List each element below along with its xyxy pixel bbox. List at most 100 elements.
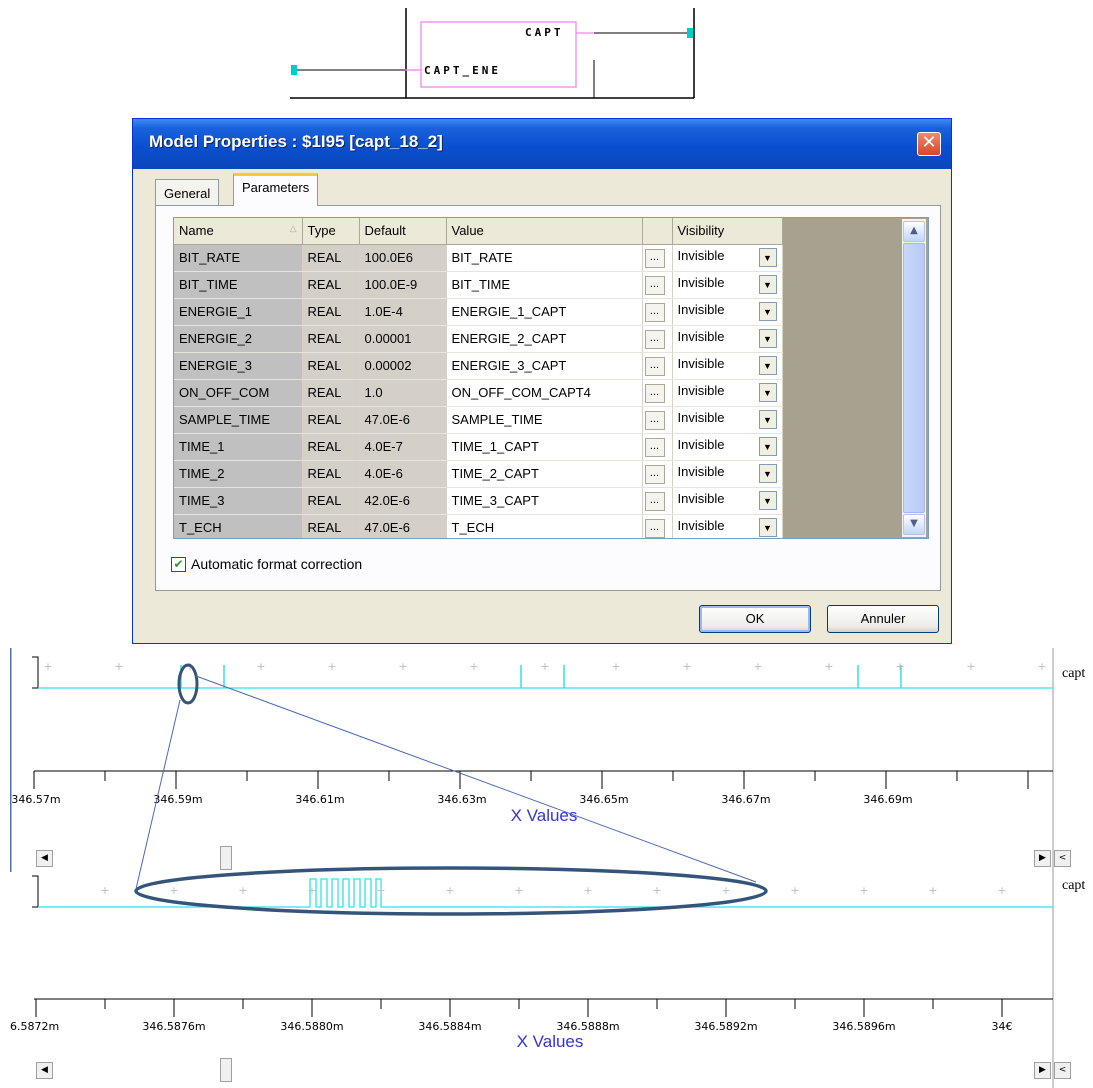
dropdown-arrow-icon[interactable]: ▼: [758, 518, 777, 537]
plot-1-scroll-left-button[interactable]: ◀: [36, 850, 53, 867]
table-row[interactable]: BIT_TIME REAL 100.0E-9 BIT_TIME... Invisible…: [174, 271, 783, 299]
ellipsis-button[interactable]: ...: [644, 518, 665, 538]
param-value-cell[interactable]: SAMPLE_TIME: [446, 406, 643, 434]
ellipsis-button[interactable]: ...: [644, 383, 665, 403]
ellipsis-button[interactable]: ...: [644, 491, 665, 511]
param-name-cell: TIME_3: [174, 487, 303, 515]
cancel-button[interactable]: Annuler: [827, 605, 939, 633]
ellipsis-button[interactable]: ...: [644, 464, 665, 484]
dropdown-arrow-icon[interactable]: ▼: [758, 302, 777, 321]
scroll-up-button[interactable]: ▲: [903, 221, 925, 242]
tab-general[interactable]: General: [155, 179, 220, 205]
ok-button[interactable]: OK: [699, 605, 811, 633]
dropdown-arrow-icon[interactable]: ▼: [758, 410, 777, 429]
param-name-cell: T_ECH: [174, 514, 303, 538]
scroll-down-button[interactable]: ▼: [903, 514, 925, 535]
grid-marker: +: [256, 660, 265, 673]
param-name-cell: SAMPLE_TIME: [174, 406, 303, 434]
column-header-value[interactable]: Value: [446, 218, 643, 245]
param-value-cell[interactable]: TIME_1_CAPT: [446, 433, 643, 461]
dropdown-arrow-icon[interactable]: ▼: [758, 248, 777, 267]
plot-1-scroll-thumb[interactable]: [220, 846, 232, 870]
grid-marker: +: [928, 884, 937, 897]
visibility-dropdown[interactable]: Invisible ▼: [672, 325, 783, 353]
plot-2-scroll-right-button[interactable]: ▶: [1034, 1062, 1051, 1079]
dropdown-arrow-icon[interactable]: ▼: [758, 275, 777, 294]
column-header-type[interactable]: Type: [302, 218, 360, 245]
param-value-cell[interactable]: ENERGIE_3_CAPT: [446, 352, 643, 380]
tab-parameters[interactable]: Parameters: [233, 173, 319, 206]
ellipsis-button[interactable]: ...: [644, 410, 665, 430]
param-value-cell[interactable]: TIME_3_CAPT: [446, 487, 643, 515]
grid-vertical-scrollbar[interactable]: ▲ ▼: [902, 219, 926, 537]
param-default-cell: 100.0E6: [359, 244, 447, 272]
ellipsis-button[interactable]: ...: [644, 302, 665, 322]
ellipsis-button[interactable]: ...: [644, 437, 665, 457]
table-row[interactable]: ON_OFF_COM REAL 1.0 ON_OFF_COM_CAPT4... Invi…: [174, 379, 783, 407]
automatic-format-checkbox[interactable]: ✔: [171, 557, 186, 572]
param-value-cell[interactable]: TIME_2_CAPT: [446, 460, 643, 488]
close-button[interactable]: ✕: [917, 132, 941, 156]
plot-2-scroll-thumb[interactable]: [220, 1058, 232, 1082]
table-row[interactable]: BIT_RATE REAL 100.0E6 BIT_RATE... Invisible ▼: [174, 244, 783, 272]
dialog-titlebar[interactable]: Model Properties : $1I95 [capt_18_2] ✕: [133, 119, 951, 169]
table-row[interactable]: T_ECH REAL 47.0E-6 T_ECH... Invisible ▼: [174, 514, 783, 538]
grid-marker: +: [540, 660, 549, 673]
scroll-thumb[interactable]: [903, 243, 925, 513]
ellipsis-button[interactable]: ...: [644, 356, 665, 376]
column-header-name[interactable]: Name △: [174, 218, 303, 245]
param-edit-cell: ...: [642, 514, 673, 538]
visibility-dropdown[interactable]: Invisible ▼: [672, 433, 783, 461]
table-row[interactable]: TIME_2 REAL 4.0E-6 TIME_2_CAPT... Invisible ▼: [174, 460, 783, 488]
table-row[interactable]: ENERGIE_2 REAL 0.00001 ENERGIE_2_CAPT... Inv…: [174, 325, 783, 353]
table-row[interactable]: TIME_3 REAL 42.0E-6 TIME_3_CAPT... Invisible…: [174, 487, 783, 515]
param-type-cell: REAL: [302, 487, 360, 515]
param-value-cell[interactable]: ENERGIE_2_CAPT: [446, 325, 643, 353]
column-header-visibility[interactable]: Visibility: [672, 218, 783, 245]
plot-1-legend-scroll-button[interactable]: <: [1054, 850, 1071, 867]
param-value-cell[interactable]: ON_OFF_COM_CAPT4: [446, 379, 643, 407]
dropdown-arrow-icon[interactable]: ▼: [758, 491, 777, 510]
param-value-cell[interactable]: ENERGIE_1_CAPT: [446, 298, 643, 326]
param-value-cell[interactable]: BIT_RATE: [446, 244, 643, 272]
table-row[interactable]: ENERGIE_3 REAL 0.00002 ENERGIE_3_CAPT... Inv…: [174, 352, 783, 380]
ellipsis-button[interactable]: ...: [644, 248, 665, 268]
visibility-dropdown[interactable]: Invisible ▼: [672, 352, 783, 380]
dropdown-arrow-icon[interactable]: ▼: [758, 383, 777, 402]
ellipsis-button[interactable]: ...: [644, 329, 665, 349]
plot-2-legend-scroll-button[interactable]: <: [1054, 1062, 1071, 1079]
param-value-cell[interactable]: T_ECH: [446, 514, 643, 538]
visibility-dropdown[interactable]: Invisible ▼: [672, 406, 783, 434]
visibility-dropdown[interactable]: Invisible ▼: [672, 271, 783, 299]
grid-marker: +: [376, 884, 385, 897]
visibility-dropdown[interactable]: Invisible ▼: [672, 487, 783, 515]
visibility-dropdown[interactable]: Invisible ▼: [672, 244, 783, 272]
waveform-plot-2: + + + + + + + + + + + + + +6.5872m 346.5876m 346.5880m 3…: [10, 872, 1054, 1088]
model-properties-dialog: Model Properties : $1I95 [capt_18_2] ✕ G…: [132, 118, 952, 644]
param-name-cell: BIT_TIME: [174, 271, 303, 299]
ellipsis-button[interactable]: ...: [644, 275, 665, 295]
visibility-dropdown[interactable]: Invisible ▼: [672, 460, 783, 488]
plot-1-scroll-right-button[interactable]: ▶: [1034, 850, 1051, 867]
visibility-dropdown[interactable]: Invisible ▼: [672, 298, 783, 326]
scroll-up-icon: ▲: [910, 225, 918, 236]
dropdown-arrow-icon[interactable]: ▼: [758, 437, 777, 456]
visibility-dropdown[interactable]: Invisible ▼: [672, 514, 783, 538]
dropdown-arrow-icon[interactable]: ▼: [758, 464, 777, 483]
parameters-table: Name △ Type Default Value Visibility BIT_…: [174, 218, 783, 538]
param-value-cell[interactable]: BIT_TIME: [446, 271, 643, 299]
dropdown-arrow-icon[interactable]: ▼: [758, 329, 777, 348]
table-row[interactable]: TIME_1 REAL 4.0E-7 TIME_1_CAPT... Invisible ▼: [174, 433, 783, 461]
x-axis-title: X Values: [517, 1032, 584, 1051]
table-row[interactable]: ENERGIE_1 REAL 1.0E-4 ENERGIE_1_CAPT... Invi…: [174, 298, 783, 326]
grid-marker: +: [185, 660, 194, 673]
visibility-value: Invisible: [677, 275, 725, 290]
table-row[interactable]: SAMPLE_TIME REAL 47.0E-6 SAMPLE_TIME... Invi…: [174, 406, 783, 434]
dropdown-arrow-icon[interactable]: ▼: [758, 356, 777, 375]
grid-marker: +: [100, 884, 109, 897]
plot-2-scroll-left-button[interactable]: ◀: [36, 1062, 53, 1079]
visibility-dropdown[interactable]: Invisible ▼: [672, 379, 783, 407]
column-header-default[interactable]: Default: [359, 218, 447, 245]
grid-marker: +: [398, 660, 407, 673]
automatic-format-label[interactable]: Automatic format correction: [191, 556, 363, 572]
